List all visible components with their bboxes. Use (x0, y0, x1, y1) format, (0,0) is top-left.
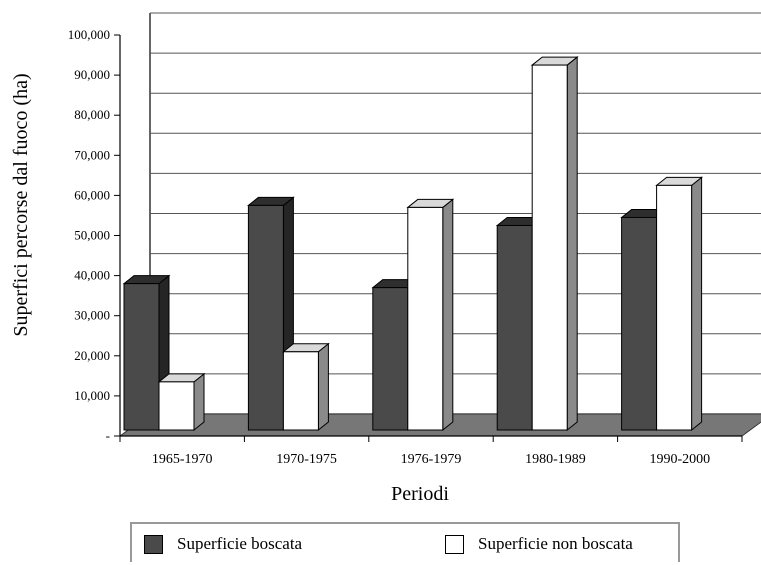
x-tick-label: 1965-1970 (152, 452, 213, 467)
legend-item-boscata: Superficie boscata (144, 534, 302, 554)
bar (123, 283, 160, 431)
y-tick-label: 20,000 (74, 348, 110, 363)
x-tick-label: 1976-1979 (401, 452, 462, 467)
legend-label-non-boscata: Superficie non boscata (478, 534, 633, 553)
bar-side (691, 176, 703, 432)
bar-side (442, 198, 454, 432)
bar (496, 224, 533, 431)
bar (158, 381, 195, 431)
y-axis-title: Superfici percorse dal fuoco (ha) (10, 73, 32, 336)
bar (621, 216, 658, 431)
bar (656, 184, 693, 431)
y-tick-label: 30,000 (74, 308, 110, 323)
y-tick-label: 50,000 (74, 228, 110, 243)
bar-side (193, 372, 205, 432)
y-tick-label: 100,000 (68, 27, 110, 42)
y-tick-label: 40,000 (74, 268, 110, 283)
x-axis-title: Periodi (391, 483, 449, 505)
bar-side (566, 56, 578, 432)
bar (531, 64, 568, 431)
legend-item-non-boscata: Superficie non boscata (445, 534, 633, 554)
legend-label-boscata: Superficie boscata (177, 534, 303, 553)
bar (407, 206, 444, 431)
x-tick-label: 1970-1975 (276, 452, 337, 467)
y-tick-label: 80,000 (74, 107, 110, 122)
legend-swatch-boscata (144, 534, 163, 554)
legend: Superficie boscata Superficie non boscat… (130, 522, 680, 562)
bar-side (317, 342, 329, 432)
y-tick-label: 10,000 (74, 388, 110, 403)
y-tick-label: 90,000 (74, 67, 110, 82)
y-tick-label: 70,000 (74, 147, 110, 162)
y-tick-label: 60,000 (74, 187, 110, 202)
bar (372, 287, 409, 431)
legend-swatch-non-boscata (445, 534, 464, 554)
y-tick-label: - (106, 428, 110, 443)
bar (282, 351, 319, 431)
bar (247, 204, 284, 431)
x-tick-label: 1990-2000 (649, 452, 710, 467)
x-tick-label: 1980-1989 (525, 452, 586, 467)
